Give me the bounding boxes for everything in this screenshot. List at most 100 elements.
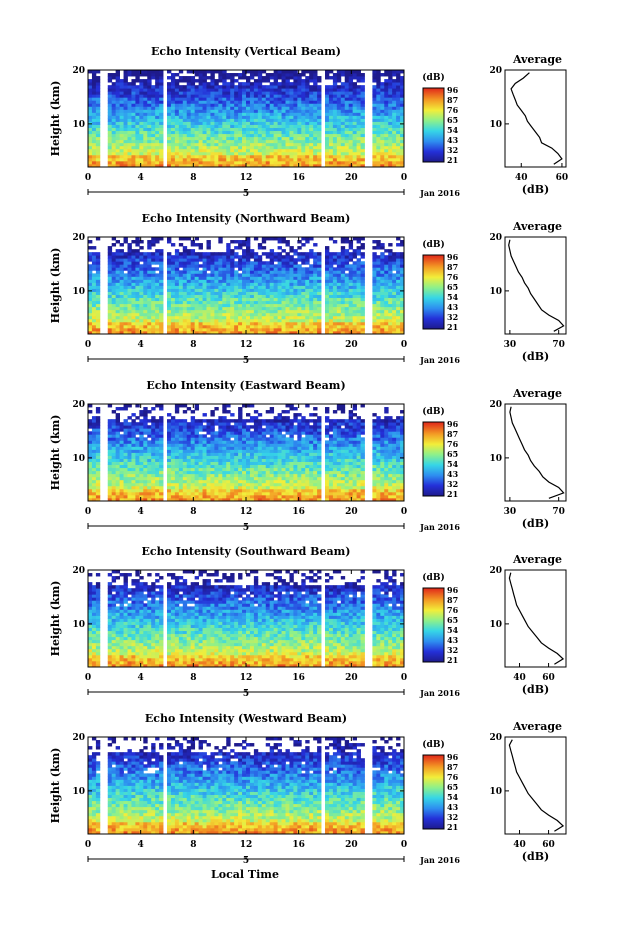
heatmap-cell	[143, 157, 148, 162]
heatmap-cell	[305, 240, 310, 244]
heatmap-cell	[210, 82, 215, 86]
heatmap-cell	[344, 255, 350, 259]
heatmap-cell	[186, 109, 192, 113]
heatmap-cell	[182, 237, 188, 241]
heatmap-cell	[194, 88, 199, 92]
heatmap-cell	[190, 312, 196, 317]
heatmap-cell	[174, 79, 180, 83]
heatmap-cell	[131, 294, 136, 299]
heatmap-cell	[293, 85, 298, 89]
heatmap-cell	[230, 103, 235, 107]
heatmap-cell	[159, 488, 164, 493]
heatmap-cell	[269, 100, 275, 104]
heatmap-cell	[111, 330, 117, 335]
heatmap-cell	[107, 91, 113, 95]
heatmap-cell	[178, 276, 184, 280]
heatmap-cell	[131, 264, 136, 268]
heatmap-cell	[159, 154, 164, 159]
heatmap-cell	[214, 315, 219, 320]
heatmap-cell	[392, 282, 397, 286]
heatmap-cell	[293, 100, 298, 104]
heatmap-cell	[344, 309, 350, 314]
heatmap-cell	[360, 115, 365, 119]
heatmap-cell	[380, 291, 385, 295]
heatmap-cell	[396, 255, 401, 259]
heatmap-cell	[202, 82, 207, 86]
heatmap-cell	[249, 115, 255, 119]
heatmap-cell	[289, 255, 294, 259]
heatmap-cell	[340, 73, 346, 77]
heatmap-cell	[206, 88, 211, 92]
heatmap-cell	[135, 136, 140, 141]
heatmap-cell	[285, 309, 290, 314]
heatmap-cell	[135, 88, 140, 92]
heatmap-cell	[206, 154, 211, 159]
heatmap-cell	[131, 79, 136, 83]
heatmap-cell	[206, 324, 211, 329]
heatmap-cell	[202, 100, 207, 104]
heatmap-cell	[297, 109, 302, 113]
heatmap-cell	[206, 288, 211, 292]
heatmap-cell	[88, 485, 93, 490]
heatmap-cell	[147, 270, 152, 274]
heatmap-cell	[230, 142, 235, 147]
heatmap-cell	[174, 291, 180, 295]
heatmap-cell	[167, 306, 172, 311]
heatmap-cell	[210, 309, 215, 314]
heatmap-cell	[123, 476, 128, 481]
heatmap-cell	[127, 109, 132, 113]
heatmap-cell	[289, 324, 294, 329]
heatmap-cell	[147, 70, 152, 74]
heatmap-cell	[230, 97, 235, 101]
heatmap-cell	[226, 255, 231, 259]
heatmap-cell	[135, 473, 140, 478]
heatmap-cell	[186, 91, 192, 95]
heatmap-cell	[332, 88, 338, 92]
heatmap-cell	[123, 88, 128, 92]
heatmap-cell	[392, 160, 397, 165]
heatmap-cell	[396, 100, 401, 104]
heatmap-cell	[380, 276, 385, 280]
heatmap-cell	[396, 76, 401, 80]
heatmap-cell	[170, 261, 176, 265]
heatmap-cell	[167, 294, 172, 299]
heatmap-cell	[139, 91, 144, 95]
heatmap-cell	[194, 97, 199, 101]
heatmap-cell	[253, 324, 259, 329]
heatmap-cell	[218, 97, 223, 101]
heatmap-cell	[281, 327, 286, 332]
heatmap-cell	[348, 306, 354, 311]
heatmap-cell	[119, 428, 124, 432]
heatmap-cell	[198, 148, 203, 153]
heatmap-cell	[190, 88, 196, 92]
heatmap-cell	[95, 482, 101, 487]
heatmap-cell	[344, 160, 350, 165]
heatmap-cell	[293, 124, 298, 128]
heatmap-cell	[91, 470, 97, 475]
heatmap-cell	[190, 142, 196, 147]
heatmap-cell	[356, 279, 361, 283]
heatmap-cell	[325, 121, 330, 125]
heatmap-cell	[376, 258, 381, 262]
heatmap-cell	[174, 109, 180, 113]
heatmap-cell	[376, 124, 381, 128]
heatmap-cell	[344, 330, 350, 335]
heatmap-cell	[348, 106, 354, 110]
heatmap-cell	[360, 279, 365, 283]
heatmap-cell	[336, 300, 342, 305]
y-tick-label: 20	[72, 66, 85, 76]
heatmap-cell	[328, 133, 334, 138]
heatmap-cell	[115, 288, 120, 292]
heatmap-cell	[344, 145, 350, 150]
heatmap-cell	[396, 294, 401, 299]
heatmap-cell	[151, 88, 156, 92]
heatmap-cell	[167, 118, 172, 122]
heatmap-cell	[202, 70, 207, 74]
heatmap-cell	[328, 142, 334, 147]
heatmap-cell	[147, 458, 152, 462]
heatmap-cell	[372, 315, 377, 320]
heatmap-cell	[281, 160, 286, 165]
heatmap-cell	[95, 431, 101, 435]
heatmap-cell	[143, 252, 148, 256]
heatmap-cell	[88, 458, 93, 462]
